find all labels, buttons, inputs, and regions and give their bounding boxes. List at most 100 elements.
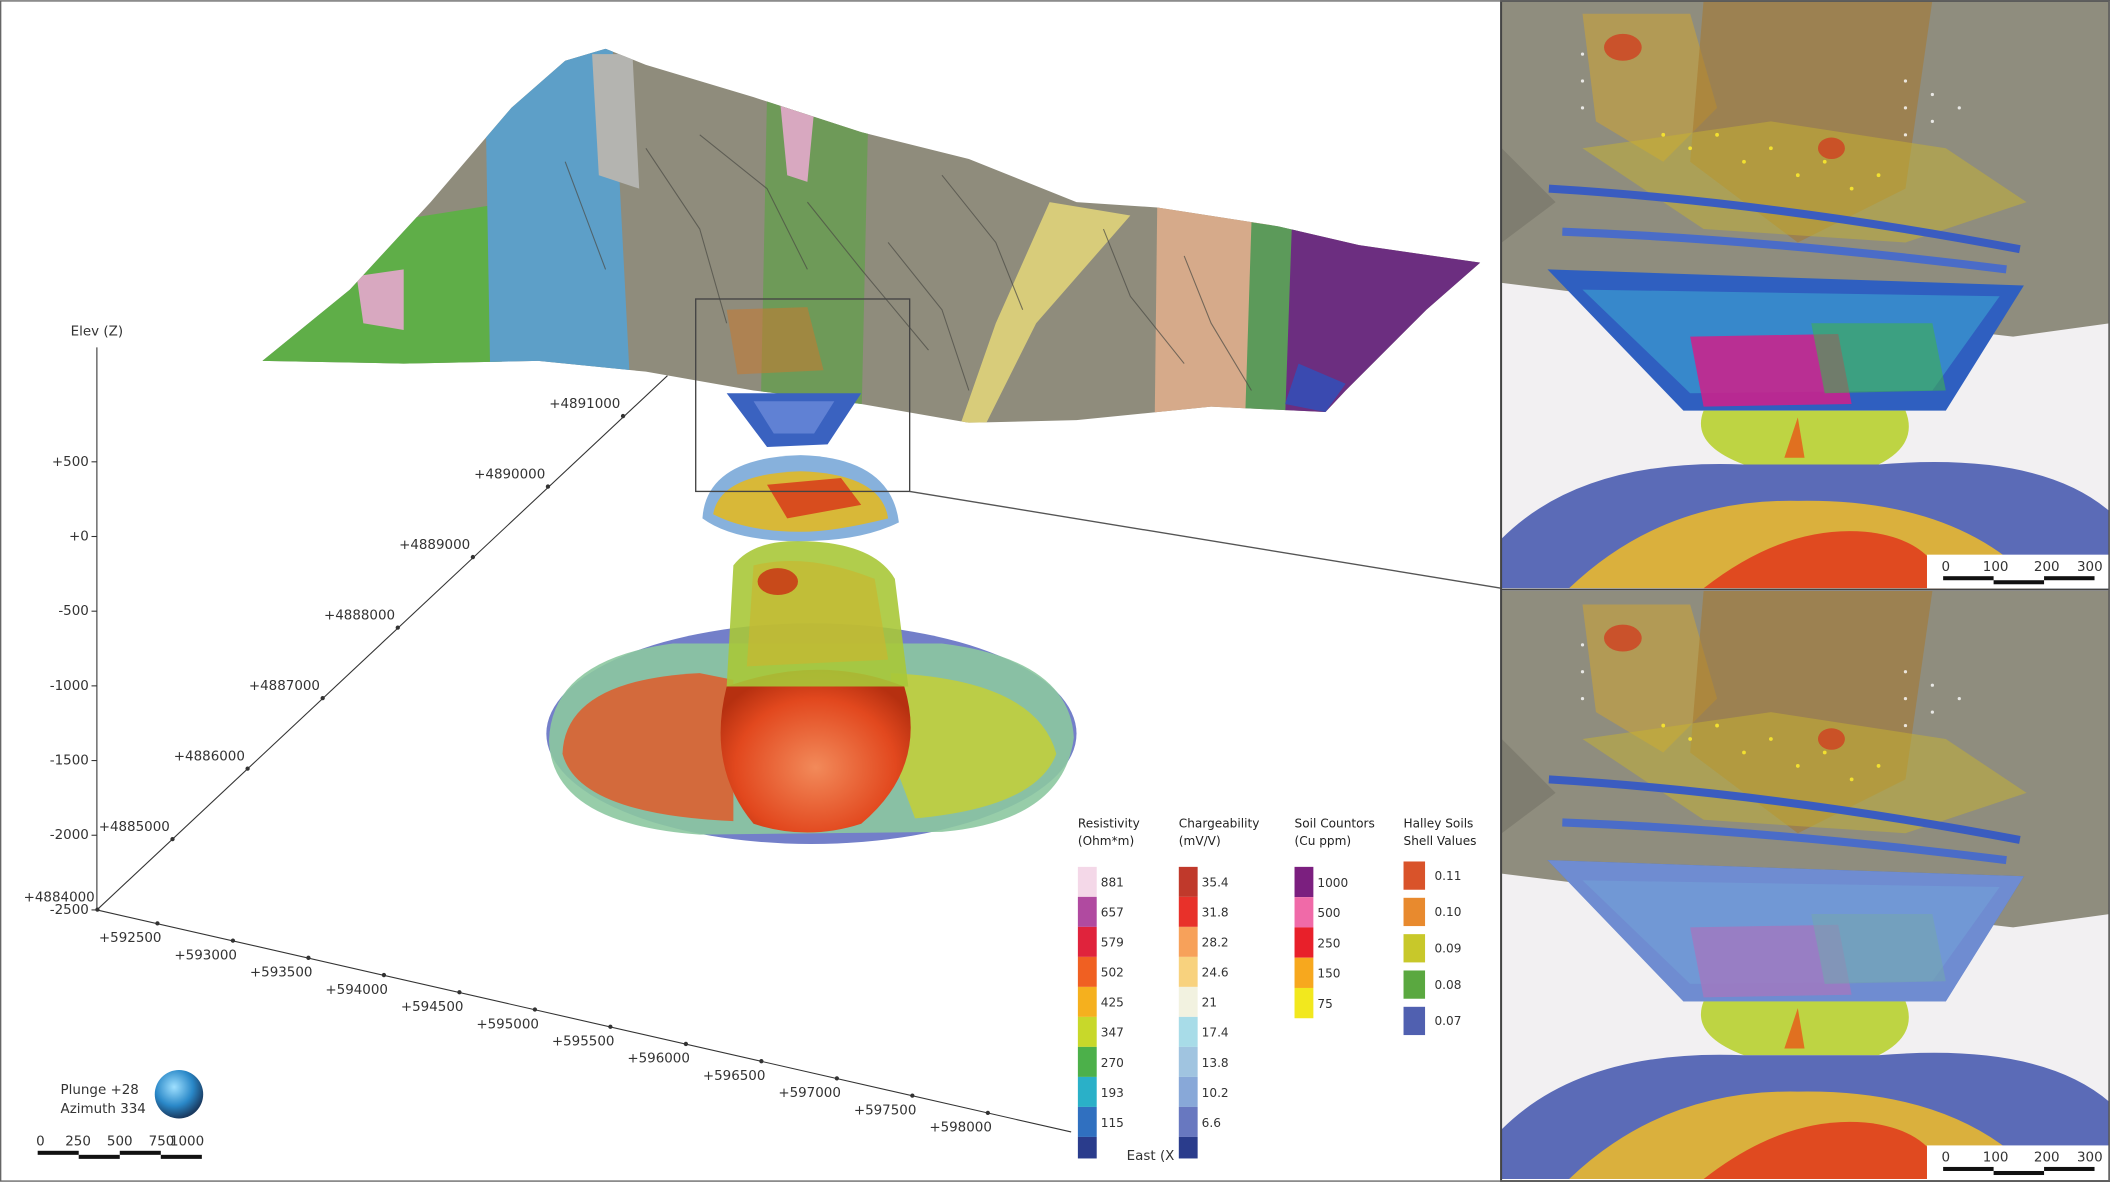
- leader-line: [909, 490, 1502, 589]
- easting-tick-label: +592500: [99, 931, 162, 946]
- northing-tick: [545, 484, 551, 489]
- easting-tick: [381, 972, 387, 978]
- legend-label: 270: [1101, 1056, 1124, 1070]
- orientation-globe: [154, 1070, 204, 1119]
- easting-tick: [683, 1041, 689, 1047]
- legend-swatch: [1077, 1016, 1097, 1047]
- legend-label: 502: [1101, 966, 1124, 980]
- northing-tick: [95, 907, 100, 912]
- legend-title: Soil Countors: [1295, 816, 1375, 830]
- elevation-tick-label: -500: [58, 604, 88, 619]
- inset-scale-segment: [1943, 576, 1994, 581]
- legend-swatch: [1178, 956, 1198, 987]
- inset-scale-label: 200: [2034, 1151, 2060, 1166]
- inset-shell-overlay: [1547, 860, 2024, 1002]
- legend-label: 17.4: [1202, 1026, 1229, 1040]
- elevation-axis-title: Elev (Z): [71, 324, 123, 339]
- legend-swatch: [1178, 1046, 1198, 1077]
- legends: Resistivity (Ohm*m) 881 657 579 502 425 347 270 1…: [1077, 816, 1477, 1159]
- easting-tick-label: +595000: [476, 1017, 539, 1032]
- easting-tick: [306, 955, 311, 960]
- main-view: Elev (Z) East (X Plunge +28 Azimuth 334 …: [36, 48, 1502, 1164]
- inset-scale-label: 0: [1942, 1151, 1951, 1166]
- legend-title: Resistivity: [1078, 816, 1140, 830]
- inset-scale-segment: [2044, 576, 2095, 581]
- elevation-tick-label: -1000: [50, 679, 89, 694]
- legend-label: 6.6: [1202, 1116, 1221, 1130]
- legend-swatch: [1403, 861, 1426, 890]
- elevation-tick-label: -2500: [50, 903, 89, 918]
- legend-swatch: [1077, 926, 1097, 957]
- inset-scale-label: 100: [1983, 1151, 2009, 1166]
- scale-bar-segment: [78, 1154, 120, 1159]
- legend-label: 75: [1317, 997, 1332, 1011]
- legend-swatch: [1077, 1046, 1097, 1077]
- northing-tick: [170, 836, 175, 842]
- inset-scale-label: 100: [1983, 560, 2009, 575]
- easting-tick-label: +596000: [627, 1052, 690, 1067]
- scale-bar-segment: [37, 1150, 79, 1155]
- legend-label: 500: [1317, 906, 1340, 920]
- legend-swatch: [1178, 1016, 1198, 1047]
- easting-tick: [457, 990, 462, 995]
- legend-swatch: [1077, 866, 1097, 897]
- easting-tick: [985, 1110, 991, 1116]
- inset-scale-label: 0: [1942, 560, 1951, 575]
- easting-tick: [834, 1076, 840, 1081]
- legend-swatch: [1294, 957, 1314, 988]
- legend-swatch: [1178, 1076, 1198, 1107]
- inset-top: [1502, 0, 2110, 588]
- inset-scale-segment: [1993, 580, 2045, 585]
- legend-label: 1000: [1317, 876, 1348, 890]
- legend-title: Shell Values: [1404, 834, 1477, 848]
- easting-tick: [155, 921, 160, 926]
- legend-label: 31.8: [1202, 906, 1229, 920]
- elevation-tick-label: -2000: [50, 828, 89, 843]
- legend-swatch: [1178, 866, 1198, 897]
- legend-label: 0.10: [1434, 905, 1461, 919]
- inset-scale-label: 300: [2077, 1151, 2103, 1166]
- inset-bottom: [1502, 591, 2110, 1179]
- legend-label: 193: [1101, 1086, 1124, 1100]
- legend-label: 115: [1101, 1116, 1124, 1130]
- northing-tick: [320, 695, 325, 701]
- inset-view: [1502, 0, 2110, 588]
- axes: [91, 347, 1072, 1133]
- legend-swatch: [1178, 896, 1198, 927]
- plunge-label: Plunge +28: [61, 1083, 139, 1098]
- northing-tick-label: +4885000: [99, 820, 170, 835]
- legend-label: 425: [1101, 996, 1124, 1010]
- northing-axis-line: [96, 375, 668, 911]
- azimuth-label: Azimuth 334: [61, 1102, 146, 1117]
- inset-scale-segment: [2044, 1166, 2095, 1171]
- legend-swatch: [1077, 1076, 1097, 1107]
- easting-tick-label: +595500: [552, 1035, 615, 1050]
- scale-bar-label: 1000: [170, 1134, 204, 1149]
- legend-label: 150: [1317, 967, 1340, 981]
- legend-title: (mV/V): [1179, 834, 1221, 848]
- legend-label: 10.2: [1202, 1086, 1229, 1100]
- legend-swatch: [1077, 896, 1097, 927]
- inset-scale-segment: [1993, 1170, 2045, 1176]
- easting-tick: [759, 1059, 764, 1064]
- northing-tick-label: +4888000: [324, 608, 395, 623]
- legend-swatch: [1077, 956, 1097, 987]
- legend-label: 21: [1202, 996, 1217, 1010]
- easting-tick: [230, 938, 236, 943]
- northing-tick-label: +4884000: [24, 891, 95, 906]
- legend-swatch: [1178, 1136, 1198, 1159]
- terrain-surface: [262, 48, 1481, 423]
- easting-tick: [608, 1024, 613, 1029]
- legend-label: 881: [1101, 876, 1124, 890]
- easting-tick-label: +596500: [703, 1069, 766, 1084]
- easting-tick-label: +594500: [401, 1000, 464, 1015]
- legend-label: 0.07: [1434, 1014, 1461, 1028]
- easting-axis-line: [96, 909, 1072, 1133]
- scale-bar-label: 250: [65, 1134, 91, 1149]
- northing-tick-label: +4889000: [399, 538, 470, 553]
- legend-swatch: [1403, 934, 1426, 963]
- northing-tick: [470, 554, 476, 560]
- legend-label: 35.4: [1202, 876, 1229, 890]
- legend-title: (Ohm*m): [1078, 834, 1134, 848]
